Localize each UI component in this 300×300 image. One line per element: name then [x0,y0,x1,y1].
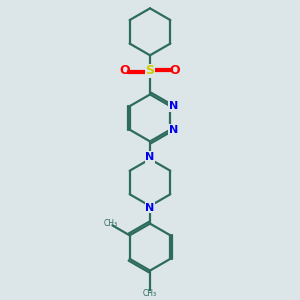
Text: S: S [146,64,154,77]
Text: CH₃: CH₃ [143,289,157,298]
Text: CH₃: CH₃ [104,219,118,228]
Text: N: N [146,202,154,212]
Text: N: N [146,152,154,162]
Text: O: O [170,64,180,77]
Text: N: N [169,125,178,135]
Text: N: N [169,101,178,111]
Text: O: O [120,64,130,77]
